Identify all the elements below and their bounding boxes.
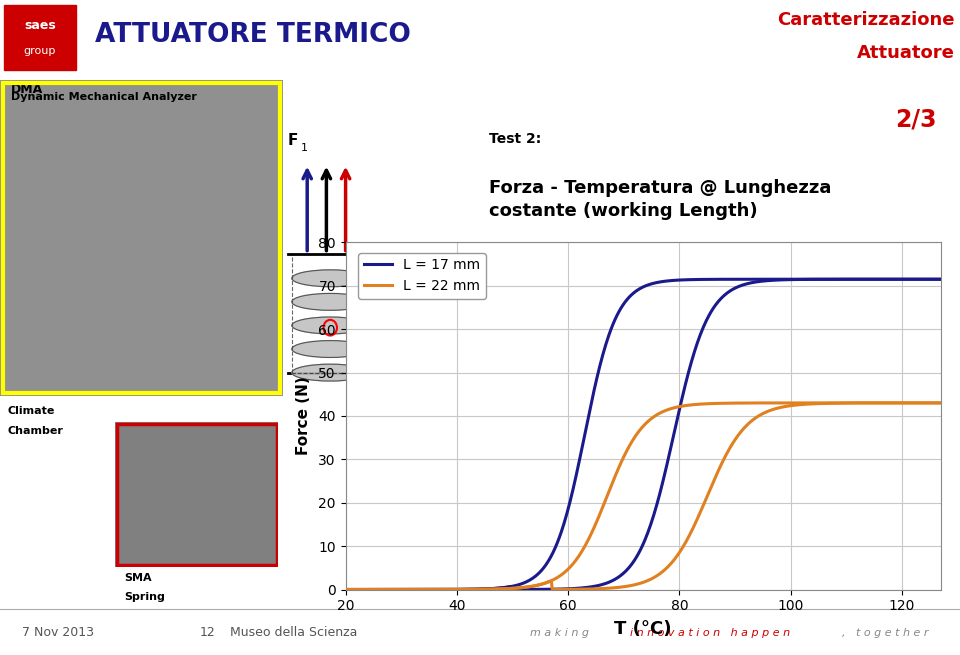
Text: Test 2:: Test 2:: [490, 132, 541, 146]
X-axis label: T (°C): T (°C): [614, 620, 672, 638]
Text: F₁ varia al variare della Temperatura T [°C] fra  le: F₁ varia al variare della Temperatura T …: [490, 296, 800, 309]
Text: 2/3: 2/3: [895, 107, 936, 131]
Legend: L = 17 mm, L = 22 mm: L = 17 mm, L = 22 mm: [358, 253, 486, 299]
Text: Forza - Temperatura @ Lunghezza
costante (working Length): Forza - Temperatura @ Lunghezza costante…: [490, 179, 831, 220]
Text: Dynamic Mechanical Analyzer: Dynamic Mechanical Analyzer: [12, 92, 197, 102]
Text: Lo: Lo: [436, 307, 454, 321]
Text: 1: 1: [300, 143, 307, 153]
Text: i n n o v a t i o n   h a p p e n: i n n o v a t i o n h a p p e n: [630, 628, 790, 638]
Text: ,   t o g e t h e r: , t o g e t h e r: [842, 628, 928, 638]
Ellipse shape: [292, 293, 369, 310]
Y-axis label: Force (N): Force (N): [297, 377, 311, 455]
Ellipse shape: [292, 270, 369, 287]
Text: Chamber: Chamber: [8, 426, 63, 436]
Text: Caratterizzazione: Caratterizzazione: [778, 11, 955, 29]
Ellipse shape: [292, 341, 369, 358]
Text: condizioni a Freddo (Martensite) ed a Caldo (Aust.): condizioni a Freddo (Martensite) ed a Ca…: [490, 343, 807, 356]
Text: Working
Lenght: Working Lenght: [374, 295, 394, 333]
Ellipse shape: [292, 317, 369, 334]
Text: Museo della Scienza: Museo della Scienza: [230, 626, 357, 639]
Text: Attuatore: Attuatore: [857, 45, 955, 62]
Bar: [4, 5, 76, 70]
Text: F: F: [288, 133, 299, 148]
Text: m a k i n g: m a k i n g: [530, 628, 599, 638]
Text: group: group: [24, 47, 57, 56]
Text: SMA: SMA: [124, 573, 152, 583]
Text: Spring: Spring: [124, 592, 165, 603]
Text: DMA: DMA: [12, 83, 43, 96]
Text: 12: 12: [200, 626, 216, 639]
Text: saes: saes: [24, 18, 56, 31]
Text: 7 Nov 2013: 7 Nov 2013: [22, 626, 94, 639]
Text: Climate: Climate: [8, 406, 55, 416]
Text: ATTUATORE TERMICO: ATTUATORE TERMICO: [95, 22, 411, 48]
Ellipse shape: [292, 364, 369, 381]
